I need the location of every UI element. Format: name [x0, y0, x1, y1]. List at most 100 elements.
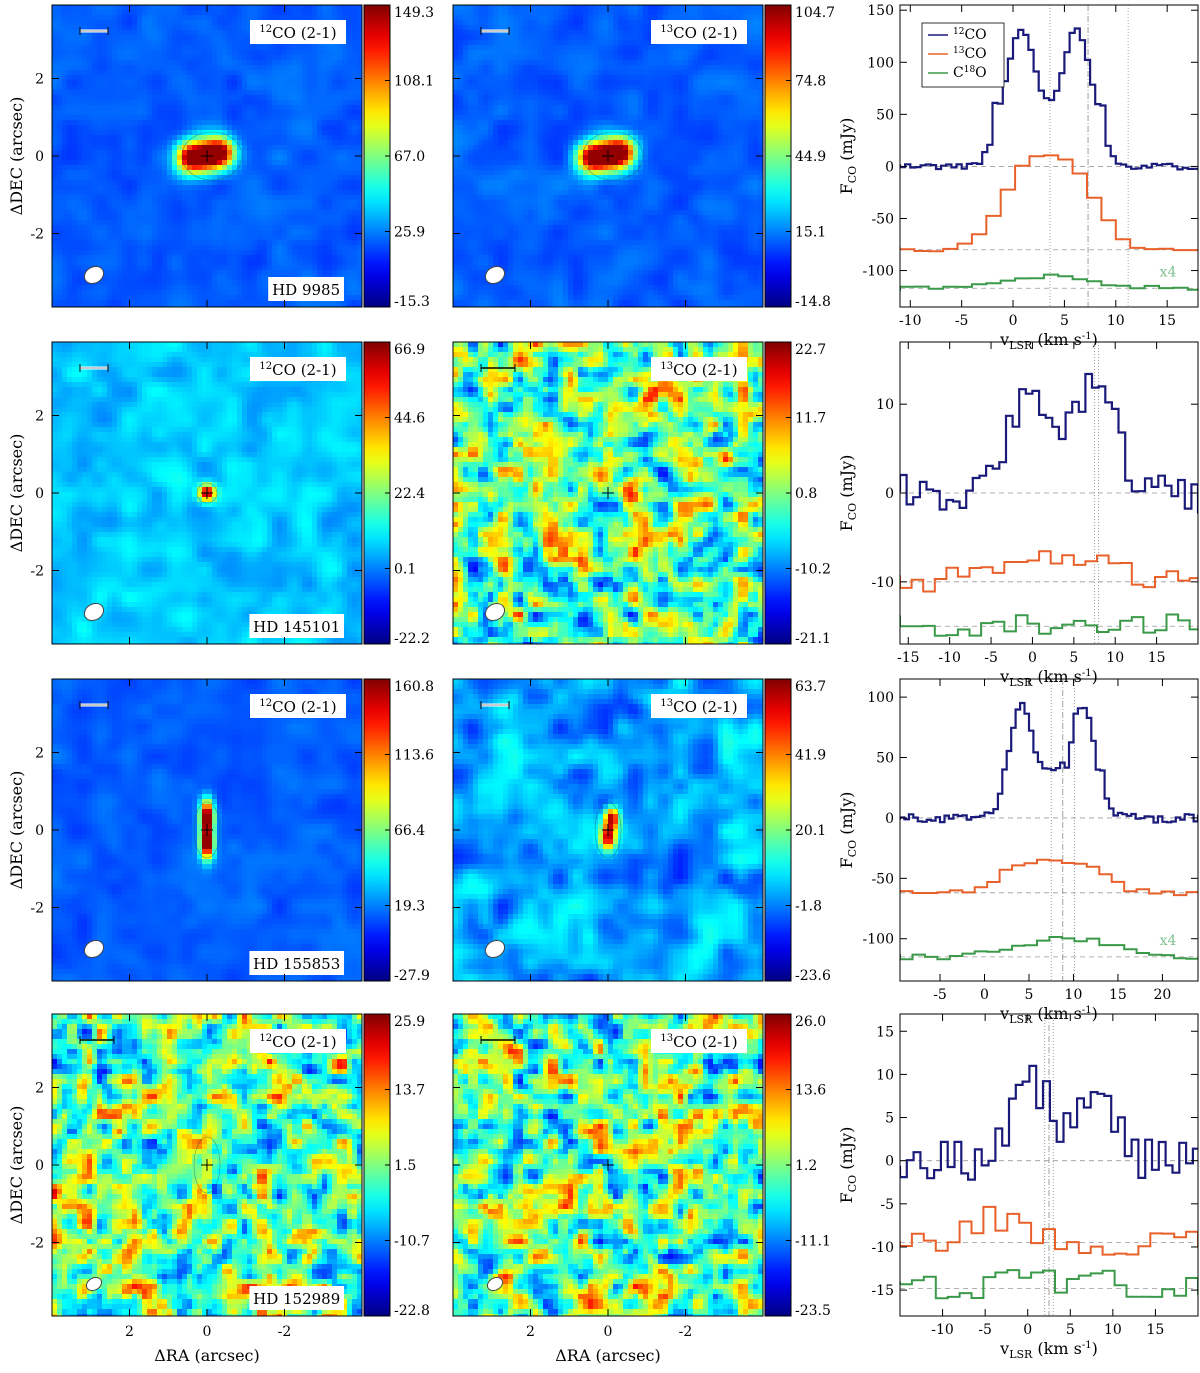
- colorbar-label: 13.6: [795, 1083, 826, 1099]
- x-tick-label: -15: [897, 650, 920, 666]
- colorbar-label: 13.7: [394, 1083, 425, 1099]
- ra-tick-label: 0: [604, 1324, 613, 1340]
- map-image: [52, 1014, 362, 1316]
- x-tick-label: 10: [1065, 987, 1083, 1003]
- spectrum-panel-row2: -15 -10 -5 0 5 10 15 10 0 -10 FCO (mJy) vLSR (km s-…: [837, 341, 1199, 689]
- spectrum-frame: [899, 1013, 1199, 1317]
- colorbar-label: 0.8: [795, 486, 817, 502]
- x-tick-label: 15: [1148, 650, 1166, 666]
- scale-factor-label: x4: [1160, 933, 1177, 949]
- spectrum-co12-line: [900, 701, 1198, 824]
- ra-tick-label: 2: [526, 1324, 535, 1340]
- x-tick-label: 10: [1106, 650, 1124, 666]
- dec-tick-label: -2: [30, 564, 44, 580]
- line-label: 12CO (2-1): [259, 361, 336, 379]
- source-contour: [196, 482, 218, 504]
- y-tick-label: -15: [871, 1283, 894, 1299]
- dec-axis-label: ΔDEC (arcsec): [7, 1106, 26, 1225]
- y-tick-label: -50: [871, 211, 894, 227]
- colorbar-label: -14.8: [795, 294, 831, 310]
- spectrum-co13-line: [900, 154, 1198, 253]
- colorbar-label: -23.5: [795, 1303, 831, 1319]
- colorbar-label: 22.7: [795, 342, 826, 358]
- x-tick-label: -5: [984, 650, 998, 666]
- line-label-box: [651, 694, 747, 718]
- x-tick-label: 15: [1158, 313, 1176, 329]
- x-tick-label: 0: [1009, 313, 1018, 329]
- colorbar-label: 15.1: [795, 225, 826, 241]
- line-label: 13CO (2-1): [660, 1033, 737, 1051]
- line-label-box: [651, 20, 747, 44]
- colorbar-label: 41.9: [795, 748, 826, 764]
- x-tick-label: -5: [978, 1322, 992, 1338]
- map-panel-13co-row3: 13CO (2-1) 63.7 41.9 20.1 -1.8 -23.6: [452, 678, 831, 984]
- dec-tick-label: -2: [30, 227, 44, 243]
- ra-axis-label: ΔRA (arcsec): [555, 1346, 661, 1365]
- ra-tick-label: -2: [278, 1324, 292, 1340]
- colorbar-label: 104.7: [795, 5, 835, 21]
- dec-tick-label: 0: [35, 486, 44, 502]
- y-tick-label: -5: [880, 1197, 894, 1213]
- line-label: 13CO (2-1): [660, 361, 737, 379]
- colorbar-label: 108.1: [394, 74, 434, 90]
- dec-axis-label: ΔDEC (arcsec): [7, 97, 26, 216]
- colorbar-label: -22.8: [394, 1303, 430, 1319]
- scale-bar: [480, 701, 510, 709]
- line-label-box: [250, 694, 346, 718]
- x-tick-label: 10: [1104, 1322, 1122, 1338]
- legend-13co: 13CO: [953, 46, 987, 62]
- spectrum-co12-line: [900, 27, 1198, 171]
- velocity-axis-label: vLSR (km s-1): [999, 1004, 1098, 1026]
- legend-c18o: C18O: [953, 65, 987, 81]
- colorbar-label: 160.8: [394, 679, 434, 695]
- colorbar-label: 0.1: [394, 562, 416, 578]
- line-label-box: [651, 1029, 747, 1053]
- map-image: [52, 342, 362, 644]
- source-contour: [594, 801, 622, 859]
- line-label-box: [250, 1029, 346, 1053]
- colorbar-label: 74.8: [795, 74, 826, 90]
- flux-axis-label: FCO (mJy): [837, 118, 859, 195]
- velocity-axis-label: vLSR (km s-1): [999, 1339, 1098, 1361]
- colorbar-label: -11.1: [795, 1234, 831, 1250]
- x-tick-label: 5: [1025, 987, 1034, 1003]
- beam-ellipse: [83, 602, 105, 622]
- colorbar-label: 113.6: [394, 748, 434, 764]
- flux-axis-label: FCO (mJy): [837, 1127, 859, 1204]
- ra-tick-label: 2: [125, 1324, 134, 1340]
- spectrum-plot-area: [900, 679, 1198, 981]
- dec-tick-label: 2: [35, 409, 44, 425]
- x-tick-label: 15: [1109, 987, 1127, 1003]
- map-image: [453, 1014, 763, 1316]
- colorbar-label: 25.9: [394, 225, 425, 241]
- y-tick-label: 5: [885, 1111, 894, 1127]
- dec-tick-label: 0: [35, 149, 44, 165]
- line-label: 12CO (2-1): [259, 698, 336, 716]
- star-name-box: [249, 1286, 344, 1310]
- scale-bar: [79, 27, 109, 35]
- x-tick-label: 0: [980, 987, 989, 1003]
- ra-tick-label: 0: [203, 1324, 212, 1340]
- star-name: HD 9985: [272, 281, 340, 299]
- line-label-box: [250, 357, 346, 381]
- colorbar-label: -15.3: [394, 294, 430, 310]
- star-name-box: [268, 277, 344, 301]
- beam-ellipse: [85, 1276, 103, 1292]
- spectrum-plot-area: [900, 342, 1198, 644]
- y-tick-label: 15: [876, 1024, 894, 1040]
- x-tick-label: 10: [1107, 313, 1125, 329]
- line-label: 13CO (2-1): [660, 24, 737, 42]
- star-name: HD 145101: [253, 618, 340, 636]
- legend: 12CO 13CO C18O: [921, 22, 1005, 88]
- y-tick-label: 100: [867, 690, 894, 706]
- colorbar-label: -10.7: [394, 1234, 430, 1250]
- map-panel-13co-row2: 13CO (2-1) 22.7 11.7 0.8 -10.2 -21.1: [452, 341, 831, 647]
- dec-tick-label: 0: [35, 1158, 44, 1174]
- colorbar-label: 19.3: [394, 899, 425, 915]
- x-tick-label: 5: [1060, 313, 1069, 329]
- x-tick-label: -10: [931, 1322, 954, 1338]
- y-tick-label: 0: [885, 486, 894, 502]
- dec-axis-label: ΔDEC (arcsec): [7, 434, 26, 553]
